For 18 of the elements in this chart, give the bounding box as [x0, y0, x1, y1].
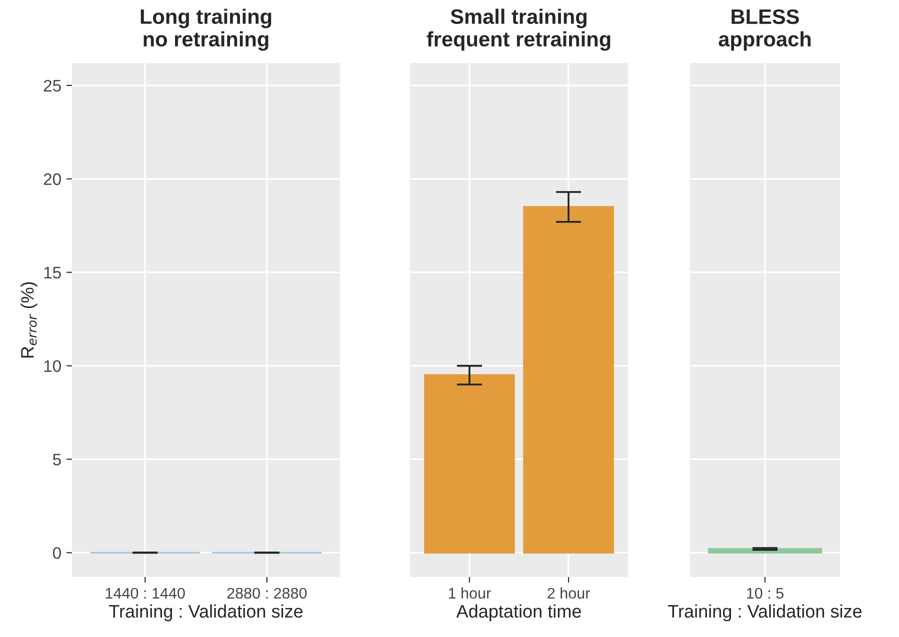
x-axis-title: Training : Validation size [109, 604, 303, 622]
x-tick-label: 1 hour [448, 587, 491, 599]
y-tick-label: 5 [52, 454, 61, 466]
x-tick-label: 2880 : 2880 [227, 588, 307, 599]
chart-title: Small training frequent retraining [426, 8, 610, 51]
x-tick-label: 2 hour [548, 587, 590, 599]
y-tick-label: 0 [52, 547, 61, 559]
y-tick-label: 25 [44, 80, 61, 92]
y-axis-title: R$_{error}$ (%) [20, 282, 38, 358]
chart-title: Long training no retraining [140, 8, 272, 51]
chart-title: BLESS approach [718, 9, 811, 51]
y-tick-label: 20 [44, 173, 61, 186]
x-tick-label: 10 : 5 [747, 588, 784, 599]
x-axis-title: Adaptation time [456, 604, 581, 622]
y-tick-label: 10 [44, 360, 61, 372]
y-tick-label: 15 [44, 266, 61, 279]
x-axis-title: Training : Validation size [668, 604, 862, 622]
x-tick-label: 1440 : 1440 [106, 588, 185, 599]
